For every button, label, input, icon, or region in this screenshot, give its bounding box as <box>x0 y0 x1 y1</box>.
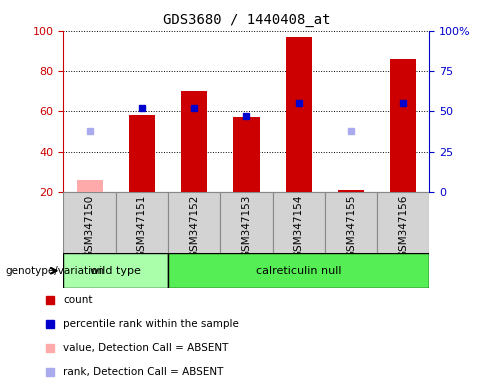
Text: value, Detection Call = ABSENT: value, Detection Call = ABSENT <box>63 343 228 353</box>
Bar <box>233 118 260 192</box>
Text: count: count <box>63 295 93 305</box>
Bar <box>63 253 168 288</box>
Text: calreticulin null: calreticulin null <box>256 266 342 276</box>
Title: GDS3680 / 1440408_at: GDS3680 / 1440408_at <box>163 13 330 27</box>
Bar <box>220 192 273 253</box>
Bar <box>129 115 155 192</box>
Text: rank, Detection Call = ABSENT: rank, Detection Call = ABSENT <box>63 367 224 377</box>
Text: GSM347155: GSM347155 <box>346 195 356 258</box>
Text: GSM347154: GSM347154 <box>294 195 304 258</box>
Bar <box>168 192 220 253</box>
Text: GSM347156: GSM347156 <box>398 195 408 258</box>
Bar <box>285 37 312 192</box>
Bar <box>77 180 102 192</box>
Bar <box>181 91 207 192</box>
Bar <box>116 192 168 253</box>
Bar <box>338 190 364 192</box>
Text: GSM347152: GSM347152 <box>189 195 199 258</box>
Bar <box>273 192 325 253</box>
Bar <box>325 192 377 253</box>
Bar <box>390 59 416 192</box>
Text: percentile rank within the sample: percentile rank within the sample <box>63 319 239 329</box>
Bar <box>377 192 429 253</box>
Text: genotype/variation: genotype/variation <box>5 266 104 276</box>
Text: GSM347153: GSM347153 <box>242 195 251 258</box>
Bar <box>63 192 116 253</box>
Text: GSM347150: GSM347150 <box>84 195 95 258</box>
Bar <box>168 253 429 288</box>
Text: GSM347151: GSM347151 <box>137 195 147 258</box>
Text: wild type: wild type <box>90 266 141 276</box>
